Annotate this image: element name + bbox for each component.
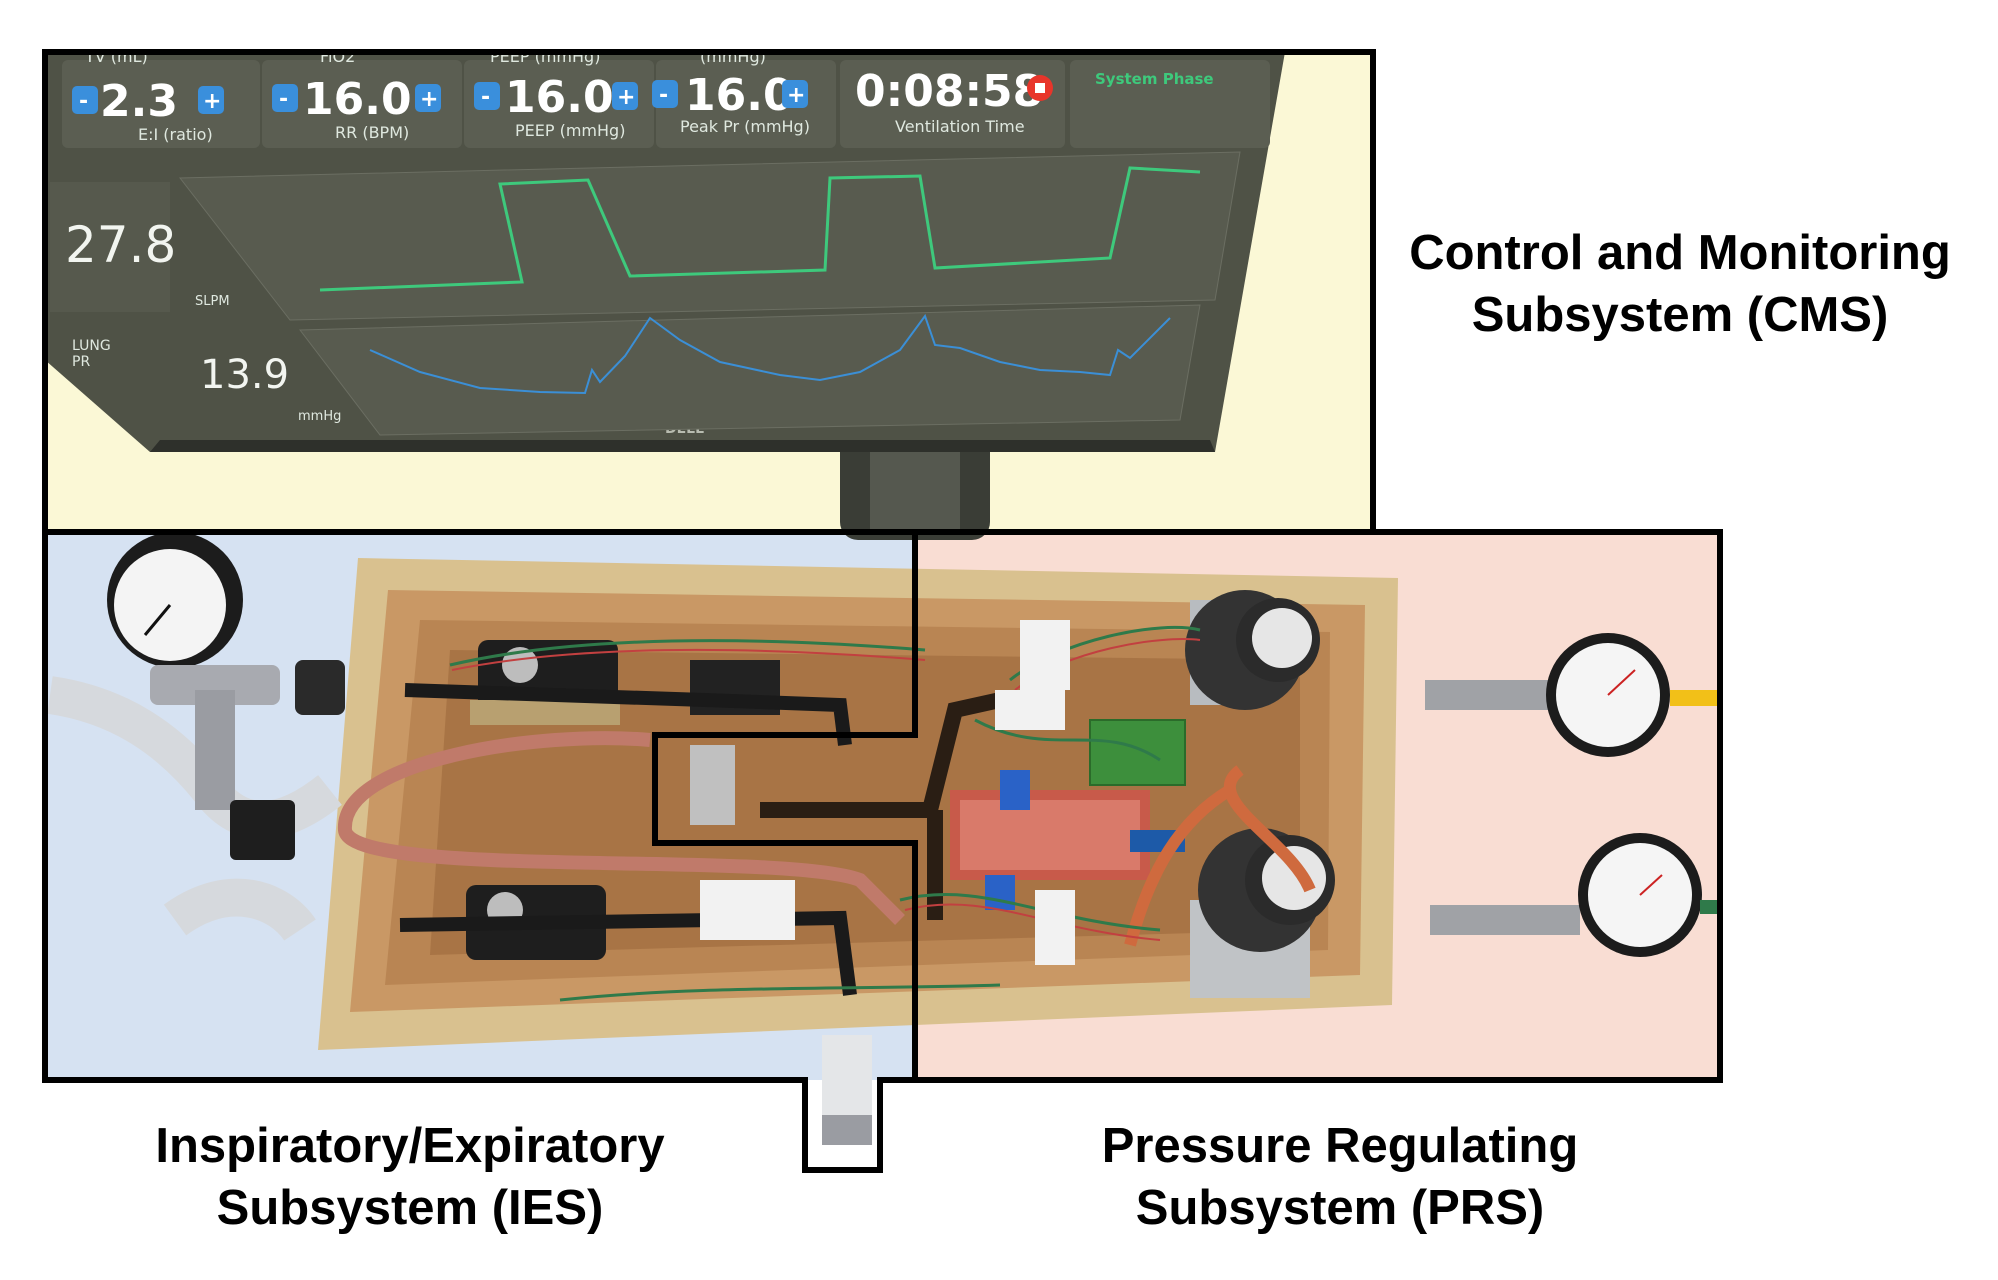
tubing-patient: [338, 731, 905, 925]
peep-minus-button[interactable]: [474, 82, 500, 110]
svg-text:+: +: [420, 87, 438, 112]
ies-label-line2: Subsystem (IES): [216, 1181, 604, 1235]
tubing-black-lower: [399, 910, 857, 996]
prs-label: Pressure Regulating Subsystem (PRS): [1050, 1115, 1630, 1239]
monitor: DELL TV (mL) FiO2 PEEP (mmHg) (mmHg) - 2…: [45, 47, 1285, 540]
pressure-chart: [299, 304, 1201, 436]
cms-label-line2: Subsystem (CMS): [1471, 288, 1889, 342]
flow-unit: SLPM: [195, 294, 230, 309]
rr-caption: RR (BPM): [335, 123, 409, 142]
ei-value: 2.3: [100, 76, 178, 127]
pressure-transducer: [230, 800, 295, 860]
peep-value: 16.0: [505, 72, 614, 123]
lung-pressure-unit: mmHg: [298, 409, 341, 424]
connector-1: [1020, 620, 1070, 690]
tee-fitting: [150, 665, 280, 705]
svg-text:+: +: [787, 83, 805, 108]
control-board: [1089, 719, 1186, 786]
exhaust-port: [822, 1035, 872, 1145]
ventilation-time-caption: Ventilation Time: [895, 117, 1025, 136]
prs-external-hardware: [1425, 633, 1718, 957]
rr-minus-button[interactable]: [272, 84, 298, 112]
peak-minus-button[interactable]: [652, 80, 678, 108]
lung-label-2: PR: [72, 354, 90, 370]
svg-text:+: +: [617, 85, 635, 110]
svg-text:-: -: [79, 89, 88, 114]
ei-minus-button[interactable]: [72, 86, 98, 114]
connector-3: [1035, 890, 1075, 965]
ies-external-hardware: [46, 532, 345, 942]
peak-value: 16.0: [685, 70, 794, 121]
pressure-sensor: [690, 745, 735, 825]
svg-text:-: -: [659, 83, 668, 108]
cms-label: Control and Monitoring Subsystem (CMS): [1375, 222, 1985, 346]
sensor-module-1: [1000, 770, 1030, 810]
peak-plus-button[interactable]: [782, 80, 808, 108]
svg-text:-: -: [279, 87, 288, 112]
peak-caption: Peak Pr (mmHg): [680, 117, 810, 136]
lung-label-1: LUNG: [72, 338, 111, 354]
valve-bracket: [700, 880, 795, 940]
tubing-black-upper: [404, 683, 852, 746]
rr-plus-button[interactable]: [415, 84, 441, 112]
tubing-orange: [1124, 765, 1316, 947]
ei-caption: E:I (ratio): [138, 125, 213, 144]
pressure-trace: [369, 313, 1171, 395]
patient-hose-lower: [163, 878, 316, 942]
connector-2: [995, 690, 1065, 730]
lung-pressure-value: 13.9: [200, 352, 289, 398]
svg-text:+: +: [203, 89, 221, 114]
ventilation-timer: 0:08:58: [855, 66, 1043, 117]
peep-plus-button[interactable]: [612, 82, 638, 110]
sensor-module-2: [985, 875, 1015, 910]
hardware-enclosure: [318, 558, 1398, 1050]
rr-value: 16.0: [303, 74, 412, 125]
tubing-manifold: [760, 692, 1002, 920]
pressure-regulator-1: [1185, 590, 1320, 710]
peep-caption: PEEP (mmHg): [515, 121, 625, 140]
system-phase-caption: System Phase: [1095, 70, 1214, 88]
cms-label-line1: Control and Monitoring: [1409, 226, 1951, 280]
ei-plus-button[interactable]: [198, 86, 224, 114]
svg-text:-: -: [481, 85, 490, 110]
flow-trace: [319, 166, 1201, 292]
ies-label-line1: Inspiratory/Expiratory: [155, 1119, 665, 1173]
flow-chart: [178, 151, 1241, 321]
prs-border: [915, 529, 1723, 1083]
prs-label-line1: Pressure Regulating: [1101, 1119, 1579, 1173]
flow-value: 27.8: [65, 216, 176, 274]
wiring-bundle: [449, 626, 1201, 1002]
prs-label-line2: Subsystem (PRS): [1135, 1181, 1545, 1235]
ies-label: Inspiratory/Expiratory Subsystem (IES): [110, 1115, 710, 1239]
